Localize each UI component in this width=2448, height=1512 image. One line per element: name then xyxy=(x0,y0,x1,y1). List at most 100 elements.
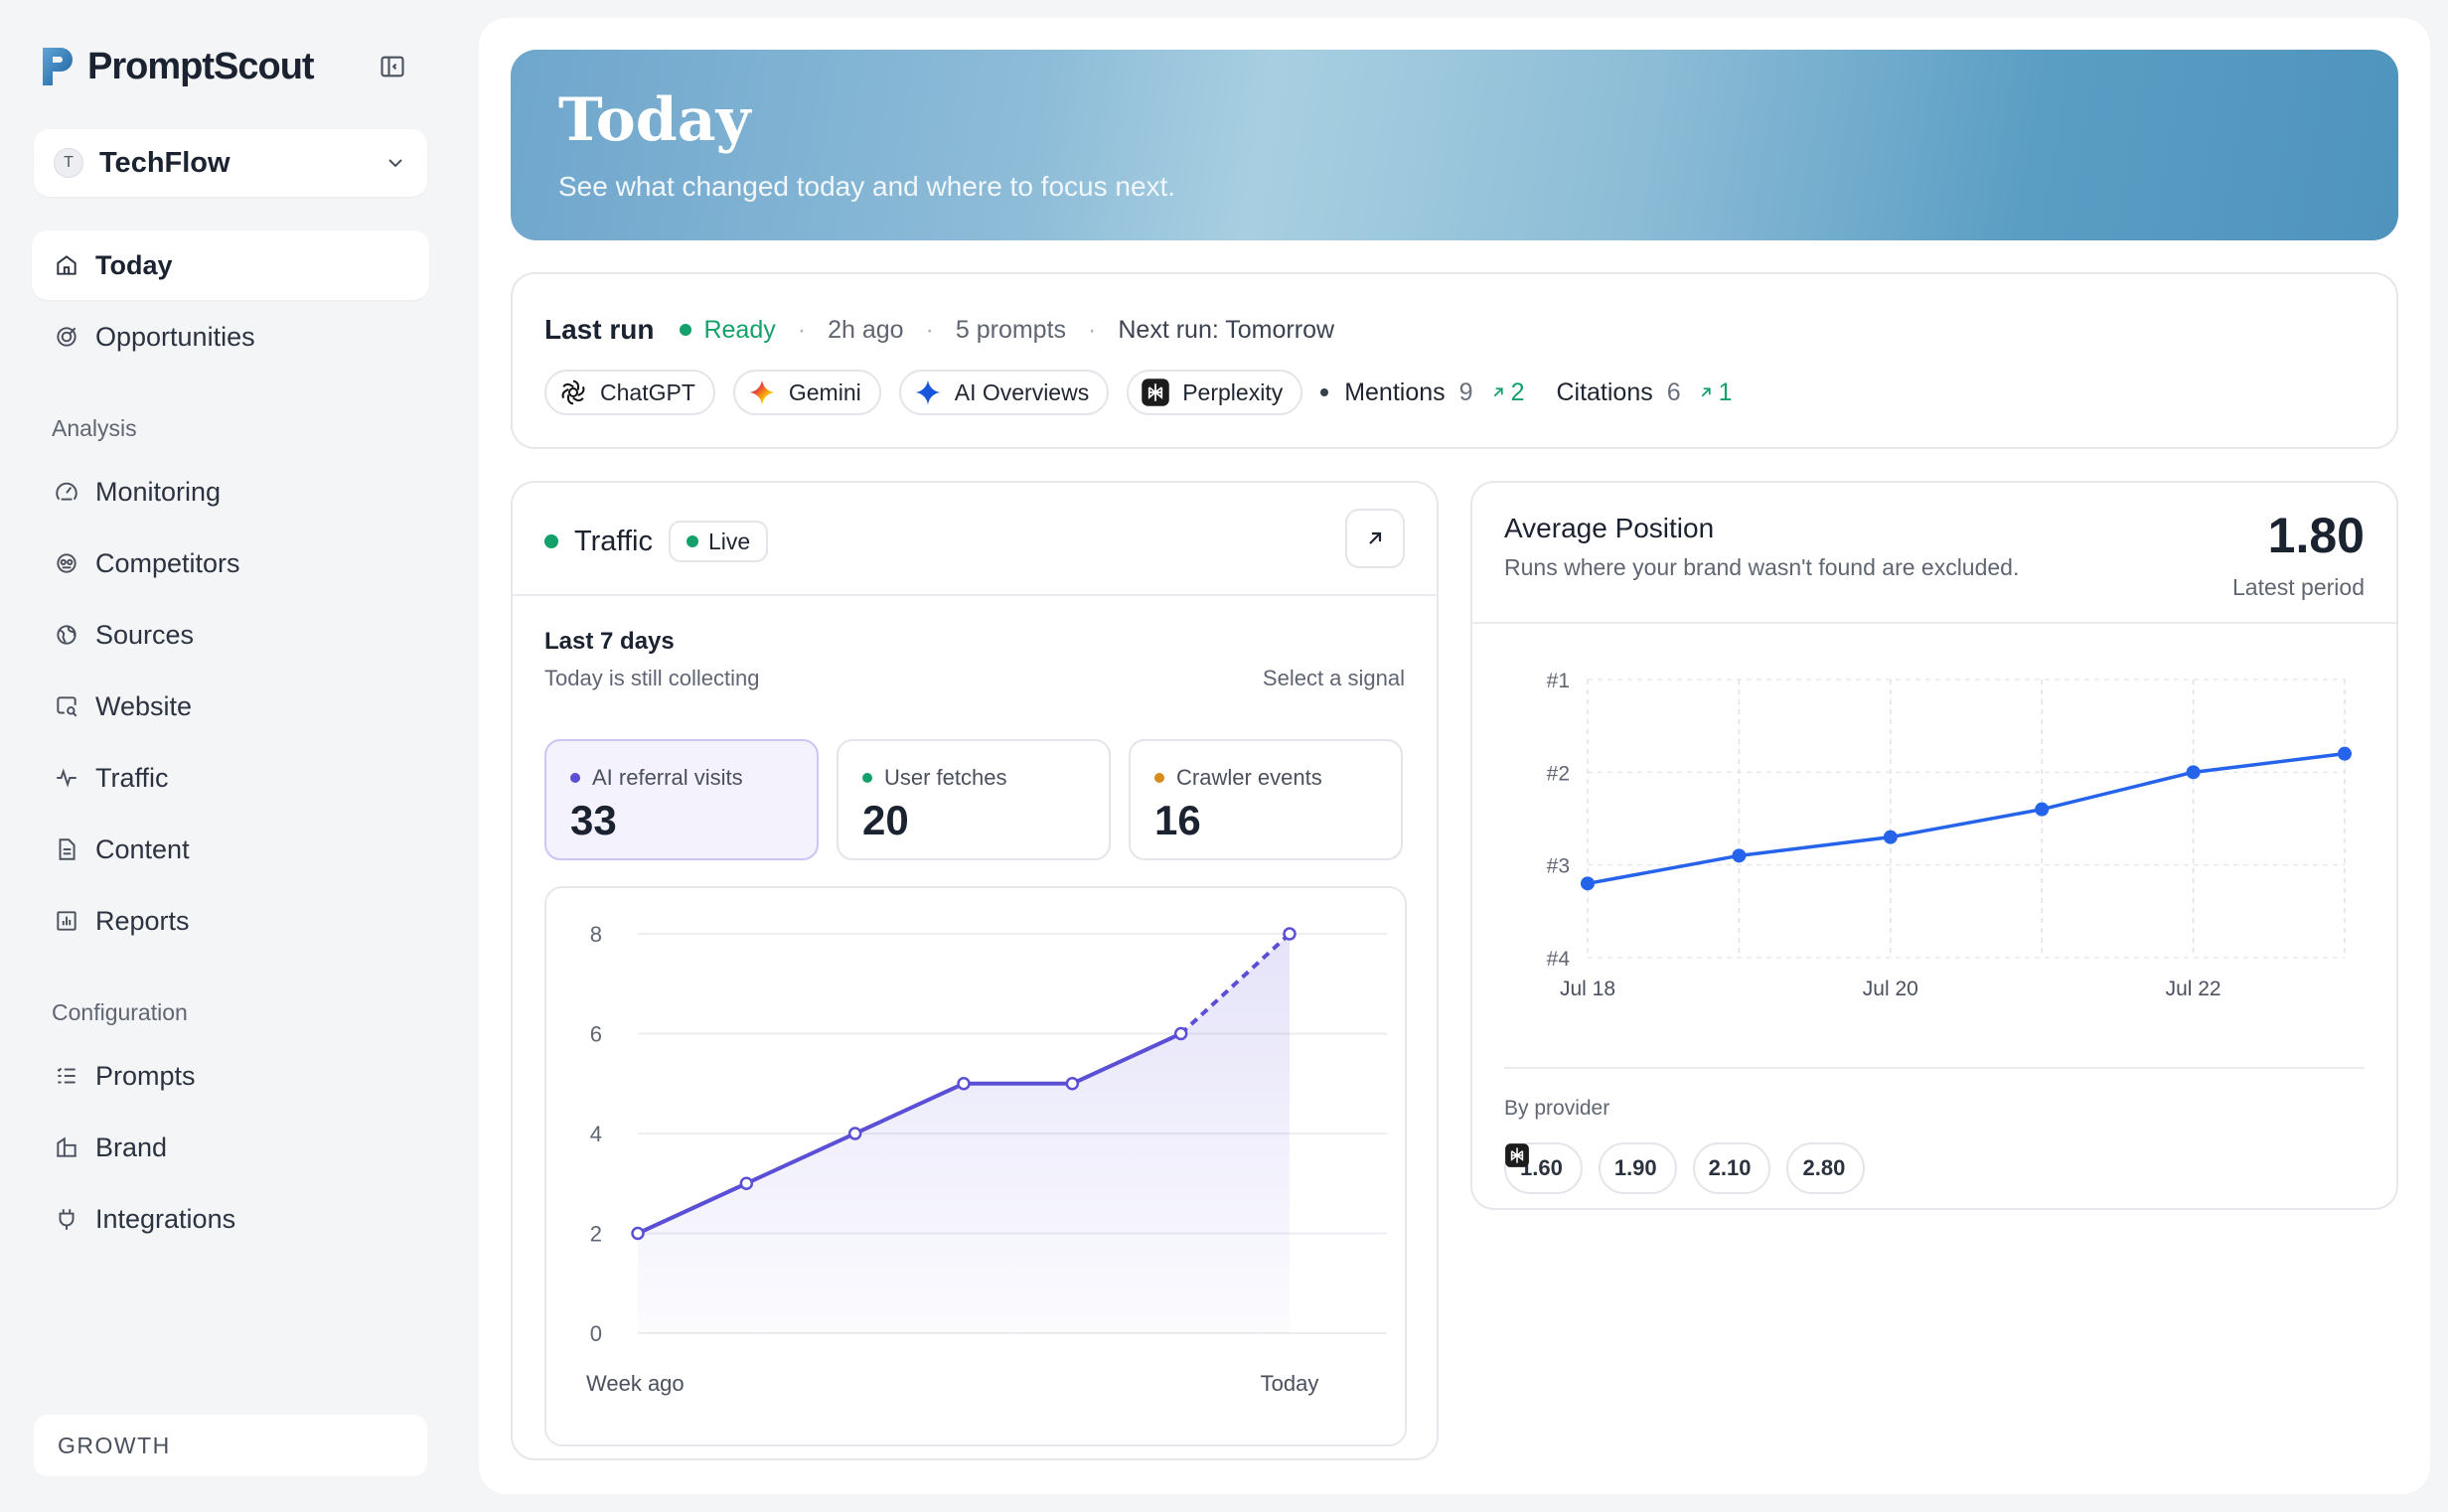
provider-label: Perplexity xyxy=(1182,378,1284,405)
select-signal-hint: Select a signal xyxy=(1262,666,1405,690)
traffic-chart-svg: 0 2 4 6 8 Week ago Today xyxy=(586,922,1387,1396)
sidebar-item-competitors[interactable]: Competitors xyxy=(32,529,429,598)
provider-chip-chatgpt[interactable]: ChatGPT xyxy=(544,370,715,415)
traffic-range: Last 7 days xyxy=(544,628,675,655)
provider-label: AI Overviews xyxy=(954,378,1090,405)
sidebar-item-integrations[interactable]: Integrations xyxy=(32,1184,429,1254)
chatgpt-icon xyxy=(558,378,588,407)
separator: · xyxy=(797,315,807,344)
sidebar-item-brand[interactable]: Brand xyxy=(32,1113,429,1182)
home-icon xyxy=(52,250,81,280)
by-provider-chip-perplexity[interactable]: 2.80 xyxy=(1505,1142,1866,1194)
sidebar-item-opportunities[interactable]: Opportunities xyxy=(32,302,429,372)
sidebar-item-prompts[interactable]: Prompts xyxy=(32,1041,429,1111)
sidebar-item-label: Content xyxy=(95,833,190,864)
traffic-title: Traffic xyxy=(574,525,653,557)
signal-ai-referral-visits[interactable]: AI referral visits 33 xyxy=(544,739,819,860)
provider-chip-perplexity[interactable]: Perplexity xyxy=(1127,370,1303,415)
data-point xyxy=(631,1226,645,1241)
sidebar-item-monitoring[interactable]: Monitoring xyxy=(32,457,429,527)
app-name: PromptScout xyxy=(87,45,315,87)
ai-overviews-icon xyxy=(913,378,943,407)
avg-position-caption: Latest period xyxy=(2232,574,2365,600)
series-line-partial xyxy=(1179,932,1292,1035)
average-position-card: Average Position Runs where your brand w… xyxy=(1470,481,2398,1210)
sidebar-item-website[interactable]: Website xyxy=(32,672,429,741)
document-icon xyxy=(52,834,81,864)
by-provider-label: By provider xyxy=(1504,1097,1610,1120)
live-dot xyxy=(686,535,698,547)
separator: · xyxy=(1088,315,1097,344)
status-dot xyxy=(680,324,692,336)
y-tick-label: 8 xyxy=(590,922,602,947)
provider-chip-ai-overviews[interactable]: AI Overviews xyxy=(898,370,1110,415)
sidebar-item-label: Monitoring xyxy=(95,476,222,507)
by-provider-value: 2.10 xyxy=(1708,1155,1752,1180)
x-tick-label: Jul 18 xyxy=(1560,978,1615,1000)
workspace-switcher[interactable]: T TechFlow xyxy=(34,129,427,197)
arrow-up-right-icon xyxy=(1701,387,1711,397)
open-traffic-button[interactable] xyxy=(1345,509,1405,568)
activity-icon xyxy=(52,763,81,793)
perplexity-icon xyxy=(1141,378,1170,407)
sidebar-item-label: Opportunities xyxy=(95,321,255,352)
sidebar-item-reports[interactable]: Reports xyxy=(32,886,429,956)
target-icon xyxy=(52,322,81,352)
data-point xyxy=(1173,1026,1188,1041)
mentions-delta: 2 xyxy=(1489,378,1524,407)
signal-user-fetches[interactable]: User fetches 20 xyxy=(837,739,1111,860)
sidebar-item-label: Sources xyxy=(95,619,195,650)
provider-chip-gemini[interactable]: Gemini xyxy=(732,370,881,415)
next-run: Next run: Tomorrow xyxy=(1118,315,1335,344)
y-tick-label: #4 xyxy=(1547,948,1571,971)
building-icon xyxy=(52,1133,81,1162)
arrow-up-right-icon xyxy=(1369,531,1382,544)
divider xyxy=(1472,622,2396,624)
data-point xyxy=(1581,876,1595,891)
x-tick-label: Jul 22 xyxy=(2166,978,2221,1000)
signal-label: User fetches xyxy=(884,765,1007,790)
sidebar-item-label: Traffic xyxy=(95,762,169,793)
traffic-card: Traffic Live Last 7 days Today is still … xyxy=(511,481,1439,1460)
data-point xyxy=(1283,927,1297,941)
series-line xyxy=(1587,751,2346,886)
live-badge: Live xyxy=(668,521,769,562)
sidebar-item-traffic[interactable]: Traffic xyxy=(32,743,429,813)
section-label-analysis: Analysis xyxy=(52,415,137,441)
x-tick-label: Today xyxy=(1261,1371,1319,1396)
gemini-icon xyxy=(747,378,777,407)
citations-delta-value: 1 xyxy=(1718,378,1733,406)
logo[interactable]: PromptScout xyxy=(36,44,315,89)
chevron-down-icon xyxy=(388,159,402,168)
divider xyxy=(1504,1067,2365,1069)
provider-label: ChatGPT xyxy=(600,378,695,405)
citations-label: Citations xyxy=(1556,378,1653,406)
data-point xyxy=(2338,746,2352,761)
signal-value: 20 xyxy=(862,797,909,843)
page-subtitle: See what changed today and where to focu… xyxy=(558,171,1176,202)
sidebar-item-sources[interactable]: Sources xyxy=(32,600,429,670)
signal-dot xyxy=(1154,773,1164,783)
promptscout-logo-icon xyxy=(36,44,77,89)
sidebar-item-content[interactable]: Content xyxy=(32,815,429,884)
collapse-sidebar-button[interactable] xyxy=(376,50,409,83)
signal-label: AI referral visits xyxy=(592,765,743,790)
main-content: Today See what changed today and where t… xyxy=(479,18,2430,1494)
signal-label: Crawler events xyxy=(1176,765,1322,790)
by-provider-chip-ai-overviews[interactable]: 2.10 xyxy=(1506,1142,1771,1194)
bullet xyxy=(1320,388,1329,396)
website-search-icon xyxy=(52,691,81,721)
sidebar-item-label: Reports xyxy=(95,905,190,936)
plan-badge[interactable]: GROWTH xyxy=(34,1415,427,1476)
signal-crawler-events[interactable]: Crawler events 16 xyxy=(1129,739,1403,860)
by-provider-chip-gemini[interactable]: 1.90 xyxy=(1506,1142,1677,1194)
separator: · xyxy=(925,315,934,344)
sidebar-item-today[interactable]: Today xyxy=(32,230,429,300)
avg-position-title: Average Position xyxy=(1504,513,1715,543)
y-tick-label: 0 xyxy=(590,1321,602,1346)
sidebar-item-label: Website xyxy=(95,690,193,721)
citations-delta: 1 xyxy=(1697,378,1733,407)
run-age: 2h ago xyxy=(828,315,904,344)
by-provider-list: 1.60 1.90 2.10 2.80 xyxy=(1504,1142,1866,1194)
run-status: Ready xyxy=(703,315,776,344)
